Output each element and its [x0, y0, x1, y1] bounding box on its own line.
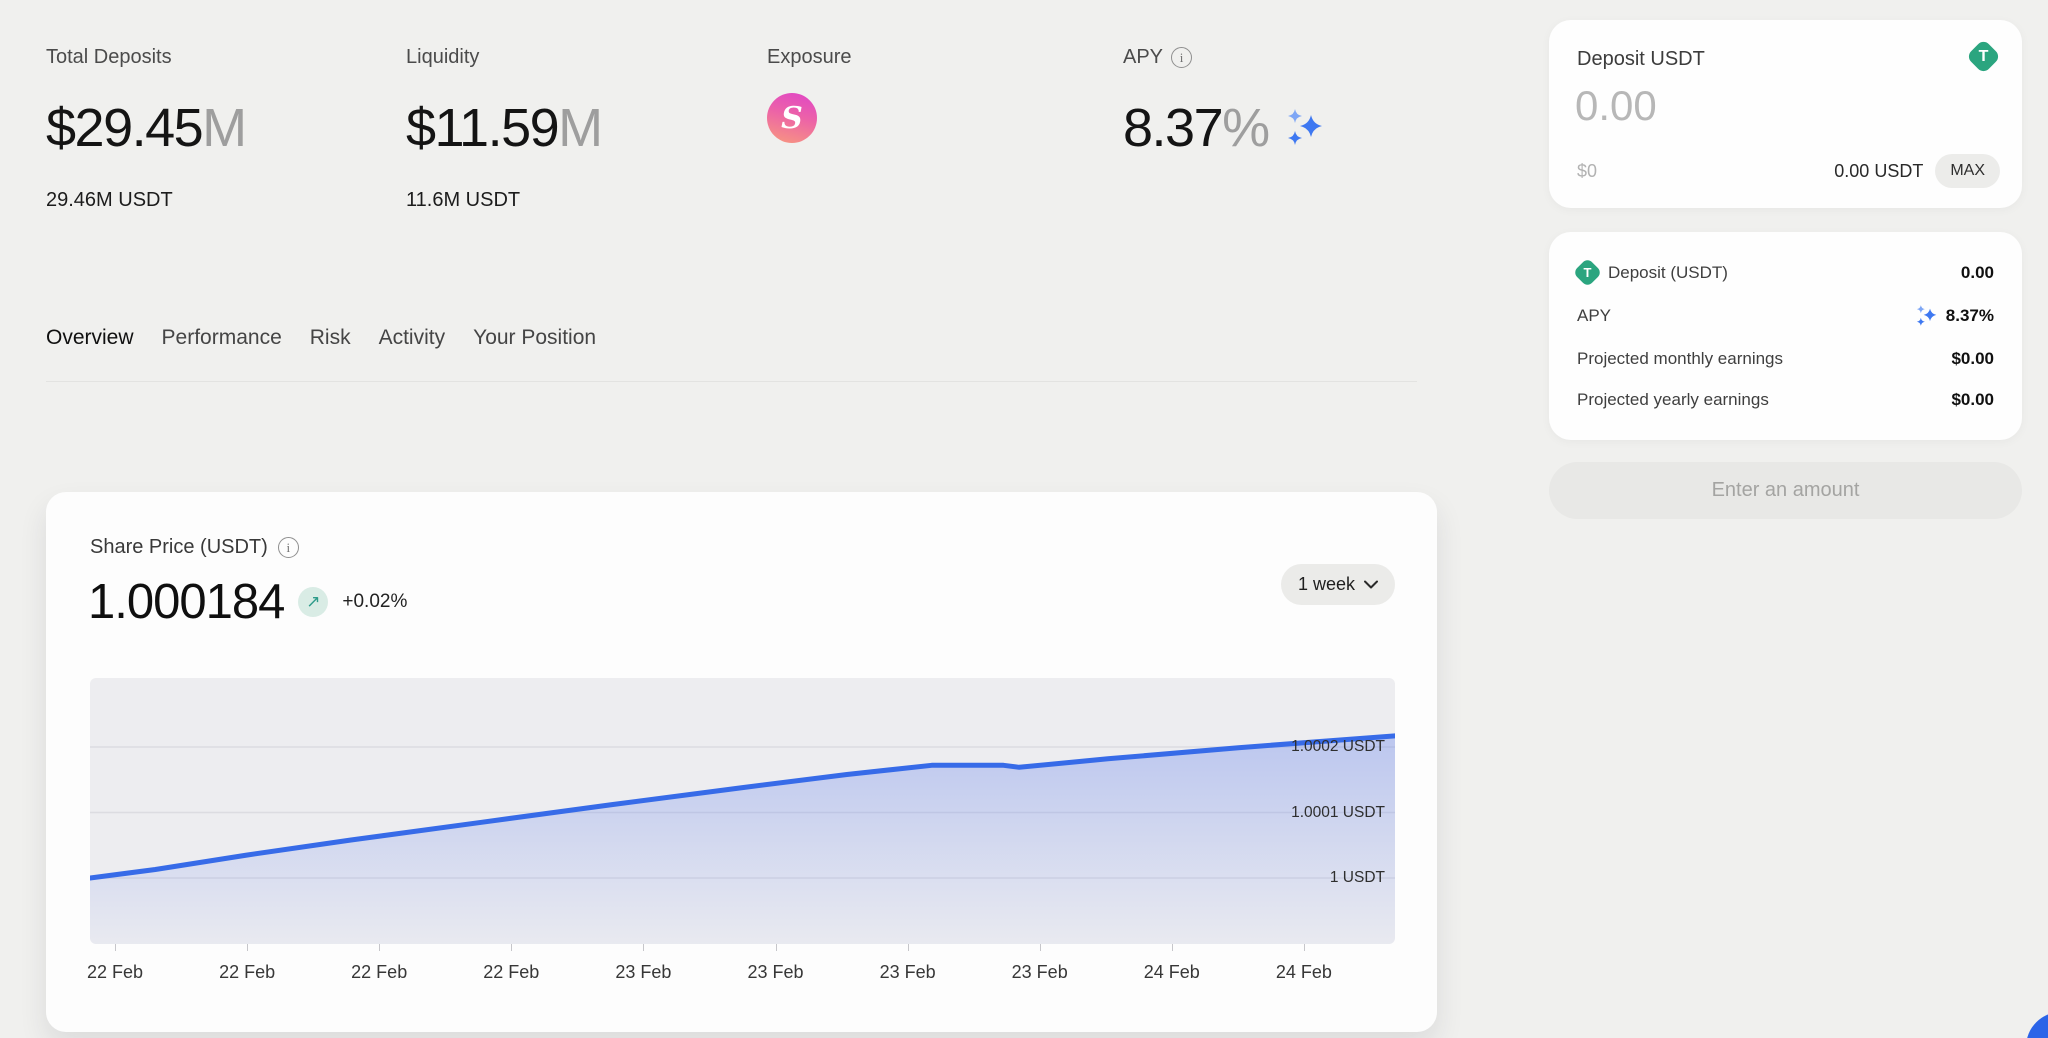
summary-row-label: Deposit (USDT) [1608, 262, 1728, 282]
x-axis-label: 24 Feb [1143, 962, 1200, 982]
stat-total-deposits: Total Deposits $29.45 M 29.46M USDT [46, 46, 247, 212]
summary-row-label: Projected yearly earnings [1577, 390, 1769, 409]
x-axis-tick [511, 944, 513, 951]
stat-value: $29.45 M [46, 97, 247, 159]
apy-value: 8.37% [1945, 306, 1994, 325]
deposit-usd-value: $0 [1577, 160, 1598, 181]
summary-row-apy: APY 8.37% [1577, 304, 1994, 328]
tab-activity[interactable]: Activity [378, 326, 446, 349]
summary-row-left: T Deposit (USDT) [1572, 257, 1728, 288]
x-axis-label: 22 Feb [351, 962, 408, 982]
stat-subtext: 29.46M USDT [46, 189, 173, 211]
share-price-info-icon[interactable]: i [277, 537, 299, 558]
summary-row-label: Projected monthly earnings [1577, 349, 1784, 368]
chat-widget-button[interactable] [2026, 1012, 2048, 1038]
tab-divider [46, 381, 1417, 382]
summary-row-value: 0.00 [1960, 262, 1994, 282]
apy-info-icon[interactable]: i [1171, 47, 1193, 68]
stat-label: Total Deposits [46, 46, 172, 68]
deposit-card-bottom-row: $0 0.00 USDT MAX [1577, 154, 2000, 188]
tab-performance[interactable]: Performance [161, 326, 282, 349]
apy-sparkles-icon [1916, 305, 1937, 326]
chevron-down-icon [1364, 580, 1378, 589]
y-axis-label: 1.0002 USDT [1291, 738, 1385, 755]
y-axis-label: 1.0001 USDT [1291, 803, 1385, 821]
trend-up-arrow-icon: ↗ [298, 587, 329, 617]
share-price-title-row: Share Price (USDT) i [90, 536, 299, 559]
x-axis-label: 22 Feb [86, 962, 144, 982]
stat-value: $11.59 M [406, 97, 603, 159]
x-axis-tick [1039, 944, 1041, 951]
summary-row-left: APY [1577, 306, 1612, 325]
y-axis-label: 1 USDT [1329, 869, 1385, 886]
range-selector[interactable]: 1 week [1280, 564, 1395, 605]
stat-value-main: $11.59 [406, 98, 560, 158]
share-price-change: +0.02% [342, 591, 408, 612]
share-price-value-row: 1.000184 ↗ +0.02% [88, 574, 407, 630]
x-axis-label: 22 Feb [483, 962, 540, 982]
share-price-value: 1.000184 [88, 575, 285, 629]
stat-label: APY i [1123, 46, 1325, 69]
stat-label: Exposure [767, 46, 852, 68]
x-axis-tick [1303, 944, 1305, 951]
x-axis-tick [1171, 944, 1173, 951]
share-price-title: Share Price (USDT) [90, 536, 268, 558]
usdt-token-icon: T [1572, 257, 1603, 288]
stat-value-suffix: M [202, 98, 247, 158]
deposit-card-title: Deposit USDT [1577, 48, 1705, 70]
x-axis-tick [907, 944, 909, 951]
summary-row-value: $0.00 [1951, 349, 1994, 368]
x-axis-label: 24 Feb [1275, 962, 1332, 982]
x-axis-tick [643, 944, 645, 951]
x-axis-tick [775, 944, 777, 951]
share-price-chart[interactable]: 1.0002 USDT 1.0001 USDT 1 USDT [90, 678, 1395, 944]
submit-deposit-button[interactable]: Enter an amount [1549, 462, 2022, 519]
x-axis: 22 Feb 22 Feb 22 Feb 22 Feb 23 Feb 23 Feb 23 F… [86, 944, 1395, 1004]
deposit-input-card: Deposit USDT T $0 0.00 USDT MAX [1549, 20, 2022, 208]
x-axis-label: 22 Feb [219, 962, 276, 982]
deposit-summary-card: T Deposit (USDT) 0.00 APY 8.37% Projecte… [1549, 232, 2022, 440]
summary-row-yearly: Projected yearly earnings $0.00 [1577, 390, 1994, 410]
stat-value-main: $29.45 [46, 98, 204, 158]
stat-label-text: APY [1123, 46, 1164, 68]
x-axis-tick [247, 944, 249, 951]
stat-liquidity: Liquidity $11.59 M 11.6M USDT [406, 46, 603, 212]
tab-your-position[interactable]: Your Position [473, 326, 597, 349]
usdt-token-icon: T [1965, 38, 2002, 75]
range-selector-label: 1 week [1297, 574, 1355, 594]
x-axis-tick [379, 944, 381, 951]
summary-row-value: $0.00 [1951, 390, 1994, 409]
stat-subtext: 11.6M USDT [406, 189, 521, 211]
deposit-amount-input[interactable] [1575, 82, 1875, 130]
stat-label: Liquidity [406, 46, 480, 68]
x-axis-tick [115, 944, 116, 951]
tab-risk[interactable]: Risk [309, 326, 351, 349]
x-axis-label: 23 Feb [747, 962, 804, 982]
stat-exposure: Exposure S [767, 46, 852, 143]
tab-overview[interactable]: Overview [46, 326, 134, 349]
max-button[interactable]: MAX [1935, 154, 2000, 188]
summary-row-monthly: Projected monthly earnings $0.00 [1577, 349, 1994, 369]
apy-sparkles-icon [1287, 109, 1322, 145]
share-price-card: Share Price (USDT) i 1.000184 ↗ +0.02% 1… [46, 492, 1437, 1032]
wallet-balance: 0.00 USDT [1834, 160, 1924, 181]
susds-token-letter: S [781, 100, 803, 136]
x-axis-label: 23 Feb [615, 962, 672, 982]
x-axis-label: 23 Feb [879, 962, 936, 982]
summary-row-value: 8.37% [1914, 304, 1994, 328]
stat-apy: APY i 8.37% [1123, 46, 1325, 159]
stat-value-main: 8.37 [1123, 98, 1224, 158]
summary-row-deposit: T Deposit (USDT) 0.00 [1572, 257, 1994, 288]
tab-bar: Overview Performance Risk Activity Your … [46, 322, 596, 354]
stat-value-suffix: M [558, 98, 603, 158]
susds-token-icon[interactable]: S [767, 93, 817, 143]
stat-value: 8.37% [1123, 97, 1325, 159]
stat-value-suffix: % [1222, 98, 1270, 158]
x-axis-label: 23 Feb [1011, 962, 1068, 982]
